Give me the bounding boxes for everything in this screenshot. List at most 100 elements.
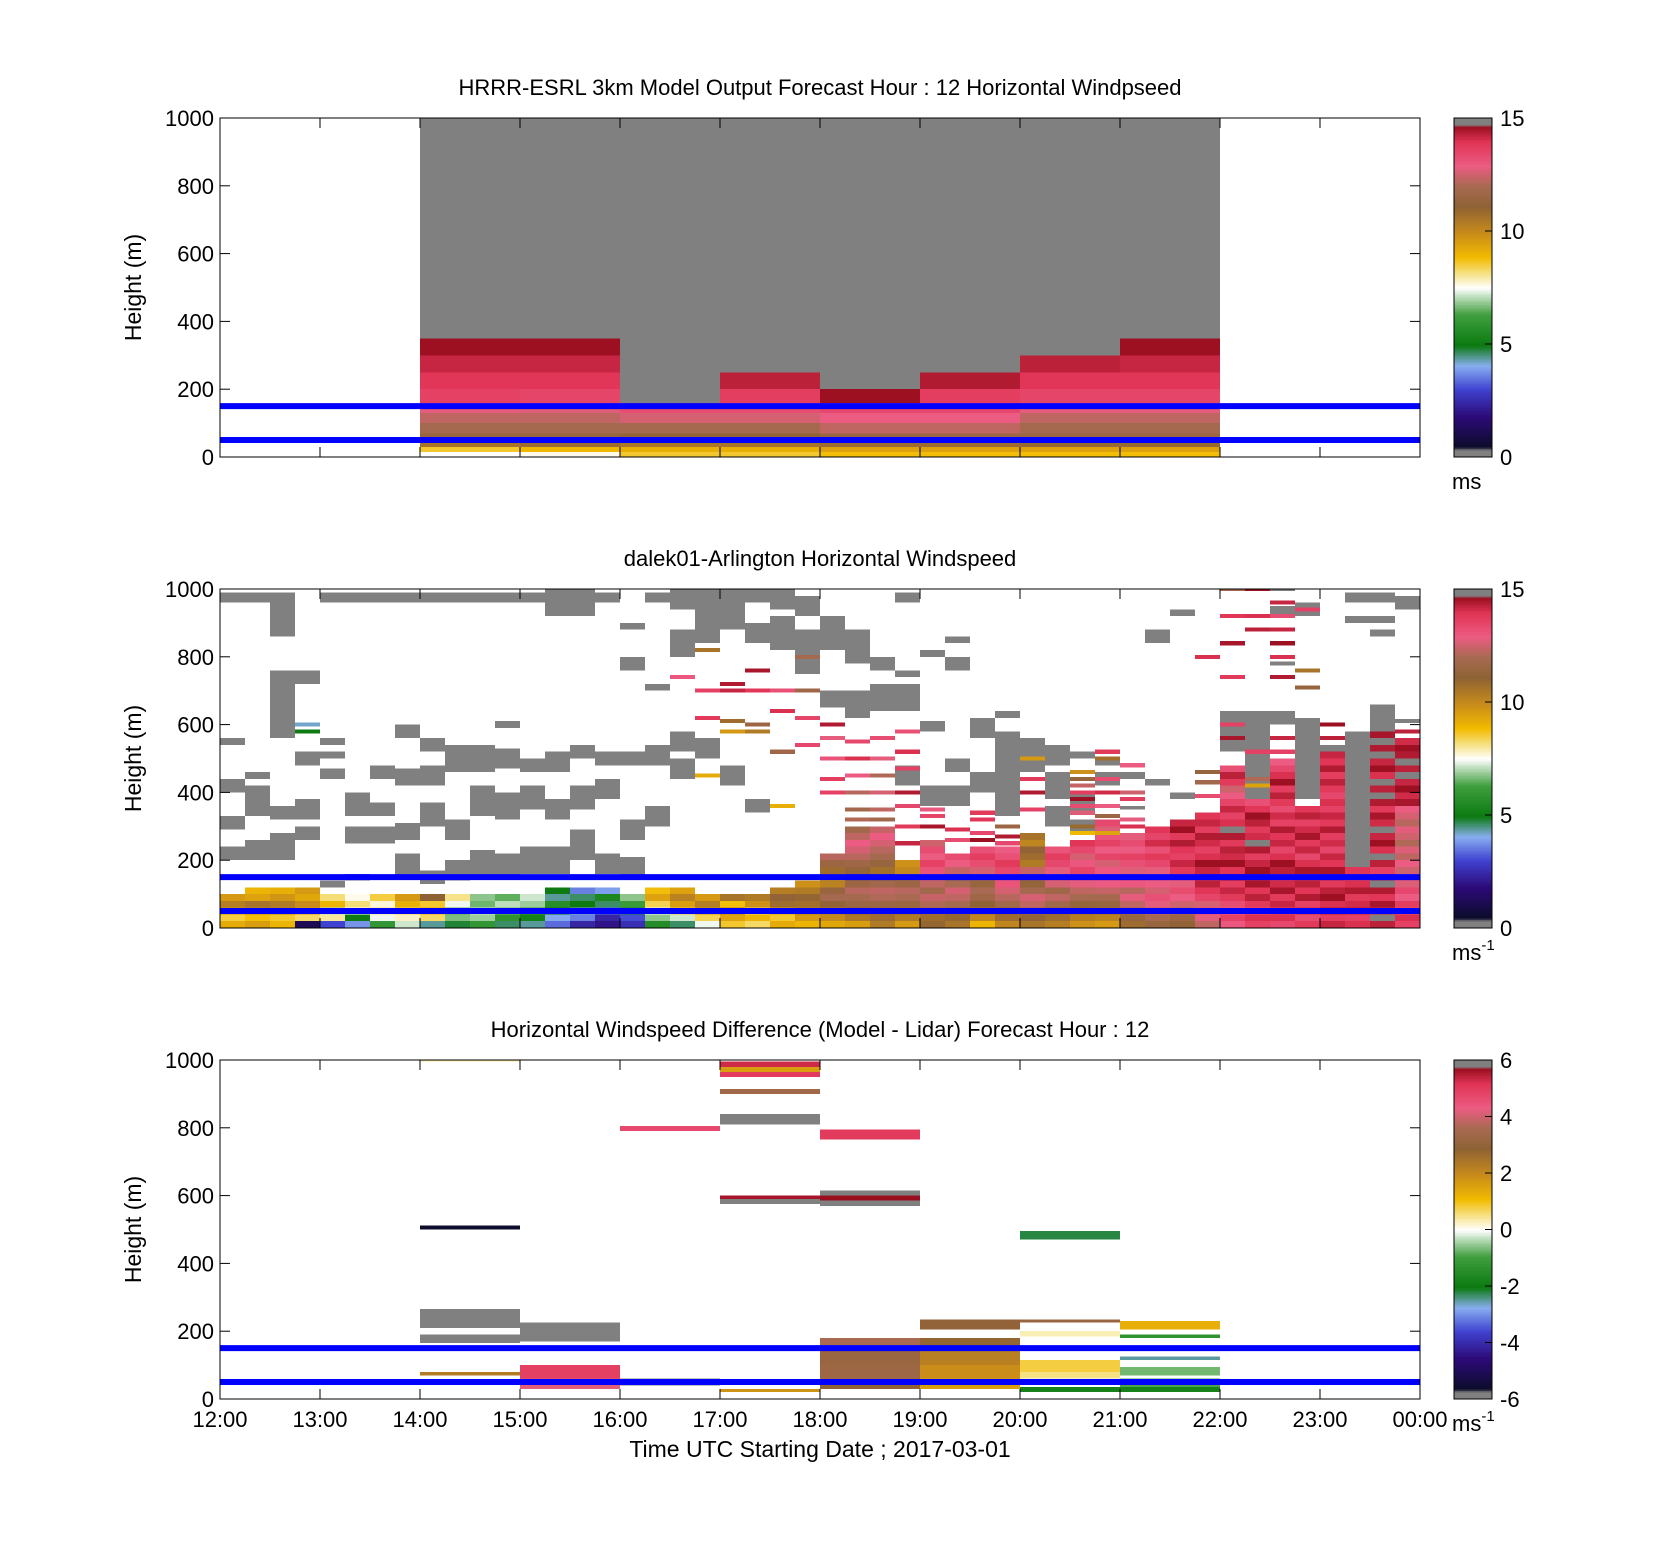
colorbar-segment xyxy=(1454,1269,1492,1272)
heatmap-cell xyxy=(1120,790,1145,795)
heatmap-cell xyxy=(1070,770,1095,775)
heatmap-cell xyxy=(1270,799,1295,806)
heatmap-cell xyxy=(1220,839,1245,847)
heatmap-cell xyxy=(1120,797,1145,802)
heatmap-cell xyxy=(1320,785,1345,793)
heatmap-cell xyxy=(595,751,620,766)
colorbar-segment xyxy=(1454,1352,1492,1355)
colorbar-segment xyxy=(1454,745,1492,748)
heatmap-cell xyxy=(1070,900,1095,908)
heatmap-cell xyxy=(1395,751,1420,759)
colorbar-segment xyxy=(1454,826,1492,829)
colorbar-tick-label: 6 xyxy=(1500,1048,1512,1073)
colorbar-segment xyxy=(1454,864,1492,867)
heatmap-cell xyxy=(1195,812,1220,820)
colorbar-segment xyxy=(1454,164,1492,167)
heatmap-cell xyxy=(695,914,720,922)
colorbar-segment xyxy=(1454,888,1492,891)
colorbar-segment xyxy=(1454,1228,1492,1231)
colorbar-segment xyxy=(1454,331,1492,334)
heatmap-cell xyxy=(1270,853,1295,861)
colorbar-segment xyxy=(1454,1202,1492,1205)
heatmap-cell xyxy=(820,722,845,727)
colorbar-segment xyxy=(1454,201,1492,204)
colorbar-segment xyxy=(1454,1366,1492,1369)
reference-lines xyxy=(220,403,1420,444)
heatmap-cell xyxy=(1220,805,1245,813)
colorbar-segment xyxy=(1454,874,1492,877)
heatmap-cell xyxy=(1395,738,1420,745)
heatmap-cell xyxy=(520,914,545,922)
colorbar-segment xyxy=(1454,174,1492,177)
colorbar-segment xyxy=(1454,351,1492,354)
colorbar-segment xyxy=(1454,1350,1492,1353)
heatmap-cell xyxy=(820,866,845,874)
heatmap-cell xyxy=(995,914,1020,922)
colorbar-segment xyxy=(1454,184,1492,187)
heatmap-cell xyxy=(1370,826,1395,834)
heatmap-cell xyxy=(845,866,870,874)
reference-lines xyxy=(220,1345,1420,1386)
x-tick-label: 17:00 xyxy=(692,1407,747,1432)
colorbar-segment xyxy=(1454,1260,1492,1263)
heatmap-cell xyxy=(1370,839,1395,847)
heatmap-cell xyxy=(720,681,745,686)
colorbar-segment xyxy=(1454,790,1492,793)
colorbar-segment xyxy=(1454,236,1492,239)
colorbar-segment xyxy=(1454,204,1492,207)
heatmap-cell xyxy=(1320,744,1345,752)
heatmap-cell xyxy=(470,921,495,928)
heatmap-cell xyxy=(395,900,420,908)
heatmap-cell xyxy=(720,900,745,908)
heatmap-cell xyxy=(1120,914,1145,922)
heatmap-cell xyxy=(1395,866,1420,874)
colorbar-segment xyxy=(1454,1195,1492,1198)
colorbar-segment xyxy=(1454,317,1492,320)
heatmap-cell xyxy=(995,834,1020,839)
heatmap-cell xyxy=(1220,799,1245,806)
heatmap-cell xyxy=(845,914,870,922)
heatmap-cell xyxy=(1070,751,1095,759)
colorbar-segment xyxy=(1454,830,1492,833)
heatmap-cell xyxy=(1295,921,1320,928)
colorbar-segment xyxy=(1454,1276,1492,1279)
heatmap-cell xyxy=(270,805,295,820)
heatmap-cell xyxy=(1120,118,1220,339)
heatmap-cell xyxy=(570,921,595,928)
heatmap-cell xyxy=(795,629,820,674)
heatmap-cell xyxy=(545,846,570,874)
heatmap-cell xyxy=(1145,880,1170,888)
heatmap-cell xyxy=(520,423,620,434)
colorbar-segment xyxy=(1454,387,1492,390)
heatmap-cell xyxy=(520,1365,620,1379)
colorbar-segment xyxy=(1454,1154,1492,1157)
colorbar-segment xyxy=(1454,908,1492,911)
colorbar-segment xyxy=(1454,1089,1492,1092)
heatmap-cell xyxy=(1245,853,1270,861)
colorbar-segment xyxy=(1454,1382,1492,1385)
colorbar-segment xyxy=(1454,771,1492,774)
heatmap-cell xyxy=(570,900,595,908)
heatmap-cell xyxy=(970,894,995,901)
colorbar-segment xyxy=(1454,239,1492,242)
heatmap-cell xyxy=(620,451,720,457)
colorbar-segment xyxy=(1454,1230,1492,1233)
heatmap-cell xyxy=(920,412,1020,424)
heatmap-cell xyxy=(1220,826,1245,834)
heatmap-cell xyxy=(970,846,995,854)
colorbar-segment xyxy=(1454,752,1492,755)
colorbar-segment xyxy=(1454,1237,1492,1240)
colorbar-segment xyxy=(1454,1222,1492,1225)
colorbar-segment xyxy=(1454,1174,1492,1177)
colorbar-segment xyxy=(1454,359,1492,362)
heatmap-cell xyxy=(920,118,1020,373)
colorbar-segment xyxy=(1454,761,1492,764)
colorbar-segment xyxy=(1454,682,1492,685)
colorbar-segment xyxy=(1454,384,1492,387)
heatmap-cell xyxy=(1395,860,1420,867)
colorbar-segment xyxy=(1454,1178,1492,1181)
colorbar-segment xyxy=(1454,714,1492,717)
heatmap-cell xyxy=(1270,860,1295,867)
heatmap-cell xyxy=(995,711,1020,718)
heatmap-cell xyxy=(895,894,920,901)
